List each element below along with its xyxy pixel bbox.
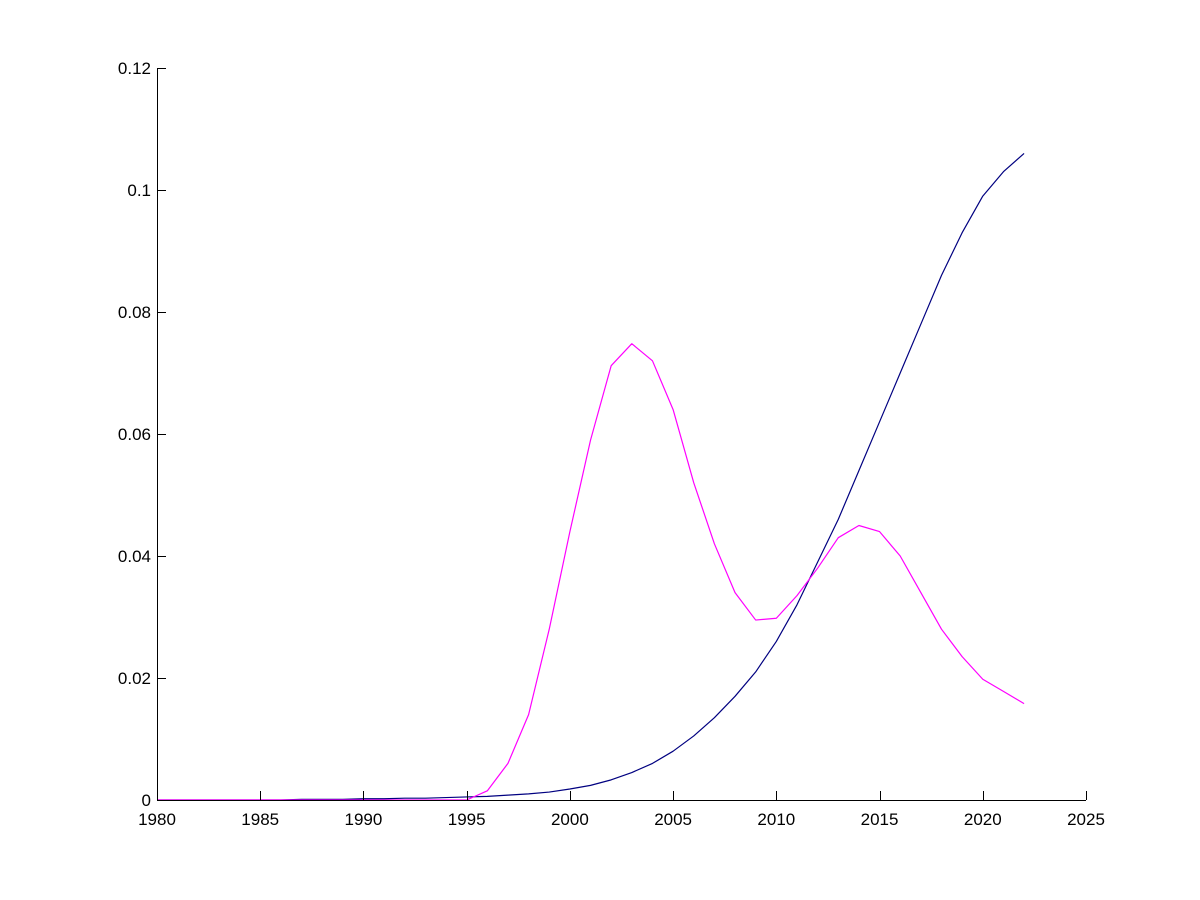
x-tick-label: 2005 — [654, 810, 692, 829]
x-tick-label: 2000 — [551, 810, 589, 829]
x-tick-label: 1995 — [448, 810, 486, 829]
x-tick-label: 2010 — [757, 810, 795, 829]
y-tick-label: 0.1 — [127, 181, 151, 200]
series-layer — [157, 152, 1025, 801]
series-line-2 — [157, 343, 1025, 801]
x-tick-label: 2020 — [964, 810, 1002, 829]
y-tick-label: 0.04 — [118, 547, 151, 566]
axes-layer — [157, 68, 1086, 801]
x-tick-label: 1990 — [345, 810, 383, 829]
x-tick-label: 1980 — [138, 810, 176, 829]
y-tick-label: 0.12 — [118, 59, 151, 78]
x-tick-label: 2025 — [1067, 810, 1105, 829]
y-tick-label: 0.06 — [118, 425, 151, 444]
ticks-layer: 1980 1985 1990 1995 2000 2005 2010 2015 2020 2025… — [118, 59, 1105, 829]
y-tick-label: 0 — [142, 791, 151, 810]
y-tick-label: 0.02 — [118, 669, 151, 688]
y-tick-label: 0.08 — [118, 303, 151, 322]
series-line-1 — [157, 152, 1025, 801]
x-tick-label: 2015 — [861, 810, 899, 829]
x-tick-label: 1985 — [241, 810, 279, 829]
